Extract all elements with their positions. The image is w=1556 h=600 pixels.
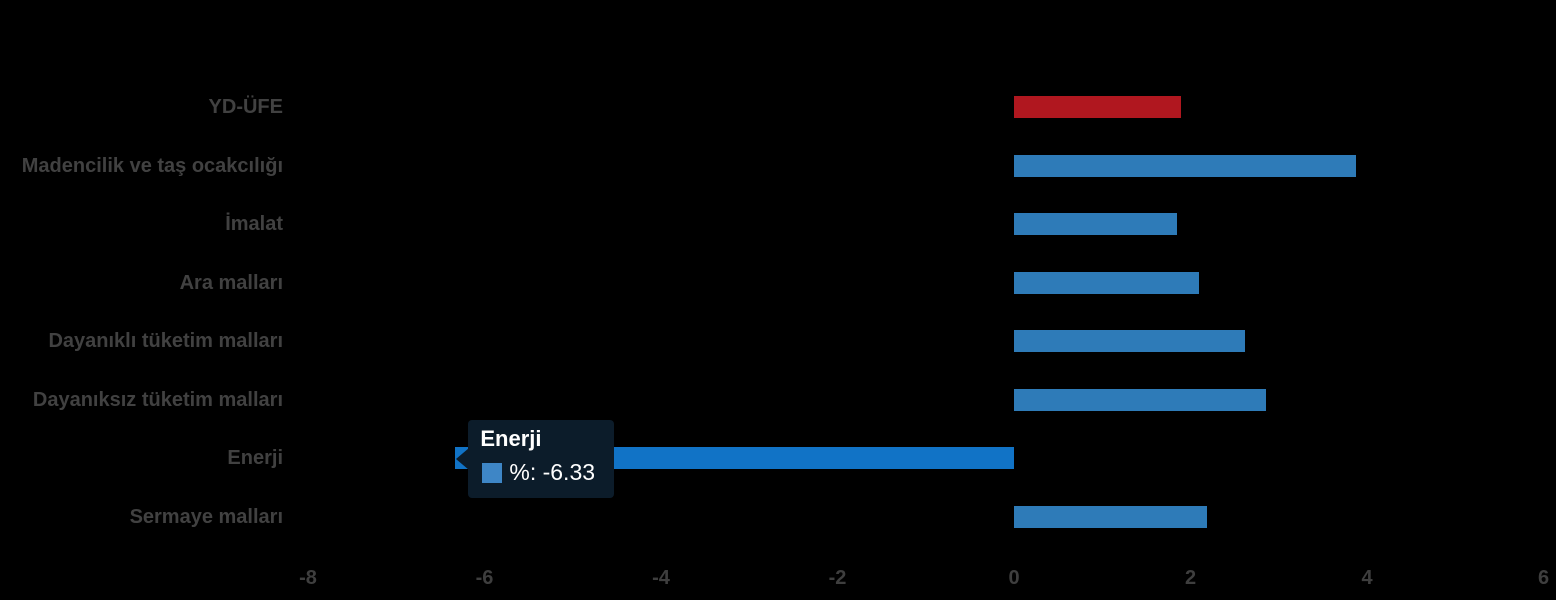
category-label: Dayanıksız tüketim malları — [32, 388, 283, 411]
category-label: Sermaye malları — [129, 505, 283, 528]
category-label: Dayanıklı tüketim malları — [48, 330, 283, 353]
bar-dayan-ks-z-t-ketim-mallar-[interactable] — [1014, 388, 1267, 411]
category-label: Madencilik ve taş ocakcılığı — [21, 154, 283, 177]
tooltip-callout-arrow — [456, 448, 470, 471]
category-label: YD-ÜFE — [208, 96, 283, 118]
series-swatch-icon — [482, 462, 503, 483]
x-tick-label: 0 — [1008, 567, 1020, 589]
bar-dayan-kl-t-ketim-mallar-[interactable] — [1014, 330, 1246, 353]
category-label: Enerji — [227, 447, 283, 470]
tooltip-title: Enerji — [480, 426, 542, 452]
x-tick-label: -8 — [299, 567, 317, 589]
x-tick-label: -4 — [652, 567, 670, 589]
bar-ara-mallar-[interactable] — [1014, 271, 1200, 294]
category-label: Ara malları — [179, 271, 283, 294]
tooltip-value-row: %: -6.33 — [468, 456, 614, 494]
x-tick-label: -6 — [475, 567, 494, 589]
bar-yd-fe[interactable] — [1014, 96, 1181, 118]
category-label: İmalat — [225, 213, 283, 236]
tooltip-value: %: -6.33 — [509, 459, 596, 486]
bar-i-malat[interactable] — [1014, 213, 1178, 236]
tooltip: Enerji %: -6.33 — [456, 420, 615, 499]
x-tick-label: -2 — [828, 567, 847, 589]
bar-madencilik-ve-ta-ocakc-l-[interactable] — [1014, 154, 1357, 177]
bar-sermaye-mallar-[interactable] — [1014, 505, 1208, 528]
x-tick-label: 2 — [1184, 567, 1197, 589]
x-tick-label: 6 — [1537, 567, 1550, 589]
x-tick-label: 4 — [1361, 567, 1373, 589]
